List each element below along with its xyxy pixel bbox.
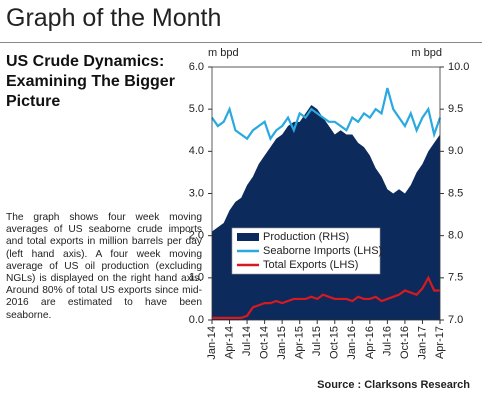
x-tick-label: Jan-17 xyxy=(416,326,428,360)
line xyxy=(211,87,442,142)
y-tick-label: 4.0 xyxy=(189,145,204,157)
x-tick-label: Apr-15 xyxy=(294,326,306,359)
x-tick-label: Oct-15 xyxy=(329,326,341,359)
x-tick-label: Jan-14 xyxy=(206,326,218,360)
legend-swatch xyxy=(237,233,259,241)
x-tick-label: Apr-17 xyxy=(434,326,446,359)
source: Source : Clarksons Research xyxy=(317,379,470,391)
x-tick-label: Jul-16 xyxy=(381,326,393,356)
x-tick-label: Apr-16 xyxy=(364,326,376,359)
x-tick-label: Jan-15 xyxy=(276,326,288,360)
legend-label: Seaborne Imports (LHS) xyxy=(263,245,382,257)
x-tick-label: Oct-14 xyxy=(259,326,271,359)
y2-axis-label: m bpd xyxy=(411,47,442,59)
x-tick-label: Oct-16 xyxy=(399,326,411,359)
y2-tick-label: 9.5 xyxy=(448,103,463,115)
x-tick-label: Jul-14 xyxy=(241,326,253,356)
y2-tick-label: 10.0 xyxy=(448,61,469,73)
y2-tick-label: 9.0 xyxy=(448,145,463,157)
legend-label: Production (RHS) xyxy=(263,231,349,243)
y2-tick-label: 8.0 xyxy=(448,230,463,242)
y-tick-label: 1.0 xyxy=(189,272,204,284)
x-tick-label: Jul-15 xyxy=(311,326,323,356)
x-tick-label: Apr-14 xyxy=(223,326,235,359)
y-tick-label: 0.0 xyxy=(189,314,204,326)
y2-tick-label: 7.0 xyxy=(448,314,463,326)
legend-label: Total Exports (LHS) xyxy=(263,259,358,271)
y2-tick-label: 8.5 xyxy=(448,187,463,199)
line xyxy=(212,275,440,319)
rule xyxy=(0,42,482,43)
y-axis-label: m bpd xyxy=(208,47,239,59)
page-title: Graph of the Month xyxy=(6,4,222,32)
x-tick-label: Jan-16 xyxy=(346,326,358,360)
y2-tick-label: 7.5 xyxy=(448,272,463,284)
y-tick-label: 3.0 xyxy=(189,187,204,199)
y-tick-label: 6.0 xyxy=(189,61,204,73)
y-tick-label: 2.0 xyxy=(189,230,204,242)
y-tick-label: 5.0 xyxy=(189,103,204,115)
article-heading: US Crude Dynamics: Examining The Bigger … xyxy=(6,53,175,110)
article-body: The graph shows four week moving average… xyxy=(6,212,202,321)
